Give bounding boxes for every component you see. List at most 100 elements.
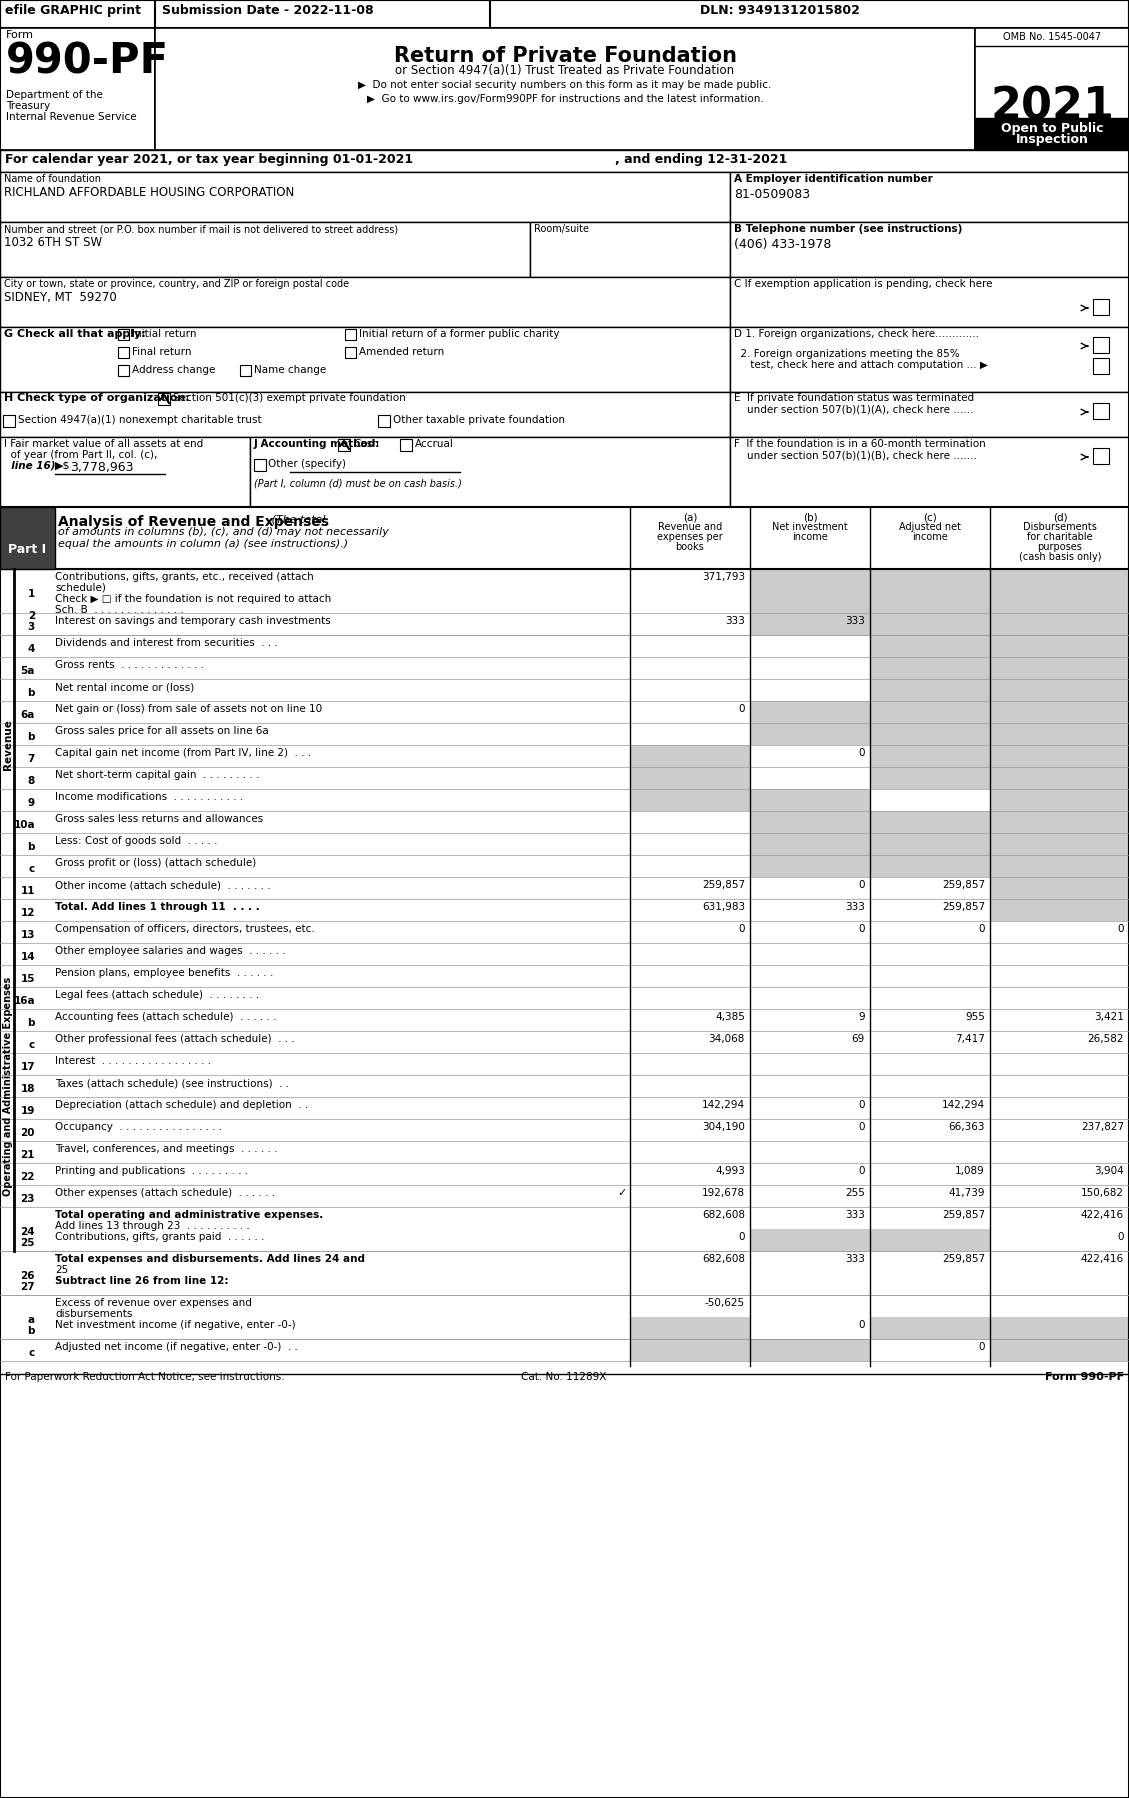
Text: (406) 433-1978: (406) 433-1978 (734, 237, 831, 252)
Text: For Paperwork Reduction Act Notice, see instructions.: For Paperwork Reduction Act Notice, see … (5, 1372, 285, 1383)
Text: I Fair market value of all assets at end: I Fair market value of all assets at end (5, 439, 203, 450)
Text: Initial return of a former public charity: Initial return of a former public charit… (359, 329, 560, 340)
Bar (750, 723, 870, 744)
Bar (990, 701, 1129, 723)
Text: 333: 333 (846, 1210, 865, 1221)
Text: 14: 14 (20, 951, 35, 962)
Bar (345, 329, 356, 340)
Bar (750, 592, 870, 635)
Text: Less: Cost of goods sold  . . . . .: Less: Cost of goods sold . . . . . (55, 836, 218, 847)
Bar (870, 656, 990, 680)
Text: 333: 333 (725, 617, 745, 626)
Bar (730, 173, 1129, 221)
Text: Other expenses (attach schedule)  . . . . . .: Other expenses (attach schedule) . . . .… (55, 1188, 275, 1197)
Text: (b): (b) (803, 512, 817, 521)
Text: Net gain or (loss) from sale of assets not on line 10: Net gain or (loss) from sale of assets n… (55, 705, 322, 714)
Bar (990, 811, 1129, 832)
Text: 27: 27 (20, 1282, 35, 1293)
Text: 7,417: 7,417 (955, 1034, 984, 1045)
Text: Total operating and administrative expenses.: Total operating and administrative expen… (55, 1210, 323, 1221)
Bar (0, 392, 730, 437)
Text: Travel, conferences, and meetings  . . . . . .: Travel, conferences, and meetings . . . … (55, 1144, 278, 1154)
Text: 26: 26 (20, 1271, 35, 1280)
Text: efile GRAPHIC print: efile GRAPHIC print (5, 4, 141, 16)
Text: b: b (27, 689, 35, 698)
Bar (730, 437, 1129, 507)
Text: 23: 23 (20, 1194, 35, 1205)
Text: Address change: Address change (132, 365, 216, 376)
Bar (750, 568, 870, 613)
Bar (990, 723, 1129, 744)
Text: J Accounting method:: J Accounting method: (254, 439, 380, 450)
Text: 16a: 16a (14, 996, 35, 1007)
Text: 0: 0 (858, 748, 865, 759)
Text: F  If the foundation is in a 60-month termination: F If the foundation is in a 60-month ter… (734, 439, 986, 450)
Bar (870, 832, 990, 856)
Bar (0, 507, 1129, 568)
Text: 9: 9 (858, 1012, 865, 1021)
Bar (630, 789, 750, 811)
Text: Accounting fees (attach schedule)  . . . . . .: Accounting fees (attach schedule) . . . … (55, 1012, 277, 1021)
Text: 18: 18 (20, 1084, 35, 1093)
Text: 13: 13 (20, 930, 35, 940)
Text: 10a: 10a (14, 820, 35, 831)
Bar (1093, 298, 1109, 315)
Text: Capital gain net income (from Part IV, line 2)  . . .: Capital gain net income (from Part IV, l… (55, 748, 312, 759)
Bar (750, 832, 870, 856)
Text: 9: 9 (28, 798, 35, 807)
Text: Number and street (or P.O. box number if mail is not delivered to street address: Number and street (or P.O. box number if… (5, 225, 399, 234)
Bar (975, 119, 1129, 149)
Bar (730, 277, 1129, 327)
Text: 259,857: 259,857 (702, 879, 745, 890)
Bar (0, 173, 730, 221)
Text: Depreciation (attach schedule) and depletion  . .: Depreciation (attach schedule) and deple… (55, 1100, 308, 1109)
Bar (250, 437, 730, 507)
Bar (630, 1316, 750, 1340)
Bar (870, 856, 990, 877)
Text: Check ▶ □ if the foundation is not required to attach: Check ▶ □ if the foundation is not requi… (55, 593, 331, 604)
Text: 0: 0 (979, 1341, 984, 1352)
Text: Cash: Cash (353, 439, 379, 450)
Text: 1032 6TH ST SW: 1032 6TH ST SW (5, 236, 102, 248)
Text: City or town, state or province, country, and ZIP or foreign postal code: City or town, state or province, country… (5, 279, 349, 289)
Text: 0: 0 (858, 1165, 865, 1176)
Bar (870, 1230, 990, 1251)
Bar (750, 701, 870, 723)
Text: (Part I, column (d) must be on cash basis.): (Part I, column (d) must be on cash basi… (254, 478, 462, 489)
Text: 0: 0 (858, 1100, 865, 1109)
Text: 1: 1 (28, 590, 35, 599)
Text: Add lines 13 through 23  . . . . . . . . . .: Add lines 13 through 23 . . . . . . . . … (55, 1221, 250, 1232)
Text: line 16): line 16) (5, 460, 55, 471)
Text: 0: 0 (738, 924, 745, 933)
Text: Gross profit or (loss) (attach schedule): Gross profit or (loss) (attach schedule) (55, 858, 256, 868)
Text: A Employer identification number: A Employer identification number (734, 174, 933, 183)
Text: 0: 0 (1118, 1232, 1124, 1242)
Text: 5a: 5a (20, 665, 35, 676)
Text: Open to Public: Open to Public (1000, 122, 1103, 135)
Text: Gross sales less returns and allowances: Gross sales less returns and allowances (55, 814, 263, 823)
Text: Sch. B  . . . . . . . . . . . . . .: Sch. B . . . . . . . . . . . . . . (55, 604, 184, 615)
Text: Section 4947(a)(1) nonexempt charitable trust: Section 4947(a)(1) nonexempt charitable … (18, 415, 262, 424)
Text: 81-0509083: 81-0509083 (734, 189, 811, 201)
Text: ▶$: ▶$ (55, 460, 70, 471)
Text: Form 990-PF: Form 990-PF (1044, 1372, 1124, 1383)
Text: test, check here and attach computation ... ▶: test, check here and attach computation … (734, 360, 988, 370)
Text: 11: 11 (20, 886, 35, 895)
Text: 150,682: 150,682 (1080, 1188, 1124, 1197)
Bar (990, 656, 1129, 680)
Text: 192,678: 192,678 (702, 1188, 745, 1197)
Text: 990-PF: 990-PF (6, 40, 169, 83)
Text: b: b (27, 841, 35, 852)
Text: Interest on savings and temporary cash investments: Interest on savings and temporary cash i… (55, 617, 331, 626)
Text: 19: 19 (20, 1106, 35, 1117)
Text: Net rental income or (loss): Net rental income or (loss) (55, 681, 194, 692)
Text: Department of the: Department of the (6, 90, 103, 101)
Text: 0: 0 (979, 924, 984, 933)
Text: b: b (27, 732, 35, 743)
Bar (338, 439, 350, 451)
Text: 6a: 6a (20, 710, 35, 719)
Bar (400, 439, 412, 451)
Bar (0, 221, 530, 277)
Text: c: c (28, 865, 35, 874)
Text: (cash basis only): (cash basis only) (1018, 552, 1101, 563)
